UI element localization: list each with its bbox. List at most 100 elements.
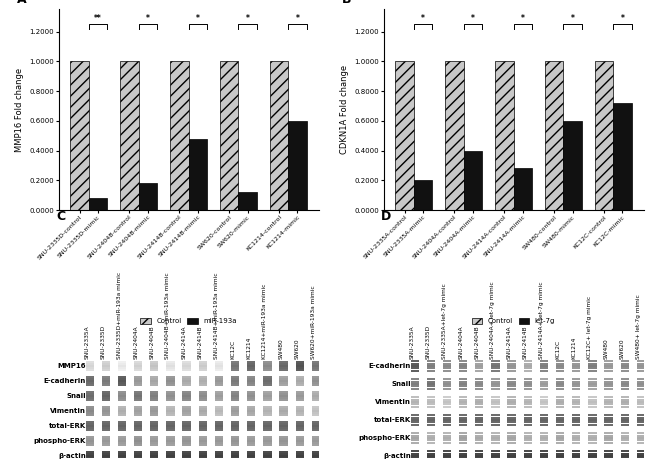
Bar	[524, 455, 532, 457]
Bar	[621, 388, 629, 389]
Bar	[263, 378, 272, 380]
Bar	[183, 442, 191, 444]
Bar	[101, 421, 110, 423]
Bar	[524, 450, 532, 452]
Bar	[247, 453, 255, 455]
Bar	[588, 378, 597, 380]
Bar	[524, 388, 532, 389]
Bar	[118, 410, 126, 412]
Text: *: *	[196, 14, 200, 24]
Bar	[459, 439, 467, 441]
Bar	[134, 410, 142, 412]
Bar	[621, 406, 629, 407]
Bar	[86, 414, 94, 416]
Bar	[491, 383, 500, 385]
Bar	[150, 438, 159, 440]
Bar	[150, 423, 159, 425]
Bar	[270, 61, 289, 210]
Bar	[150, 406, 159, 408]
Bar	[411, 435, 419, 437]
Bar	[280, 423, 288, 425]
Bar	[280, 376, 288, 378]
Bar	[247, 399, 255, 401]
Bar	[443, 383, 451, 385]
Bar	[150, 380, 159, 382]
Text: KC12C: KC12C	[555, 340, 560, 359]
Bar	[637, 457, 645, 459]
Bar	[134, 384, 142, 386]
Bar	[572, 435, 580, 437]
Bar	[426, 419, 435, 421]
Bar	[508, 417, 516, 419]
Bar	[312, 399, 320, 401]
Bar	[231, 410, 239, 412]
Bar	[134, 380, 142, 382]
Bar	[508, 414, 516, 416]
Bar	[312, 376, 320, 378]
Bar	[231, 380, 239, 382]
Bar	[199, 391, 207, 393]
Bar	[588, 363, 597, 364]
Bar	[604, 385, 613, 387]
Bar	[588, 435, 597, 437]
Bar	[556, 450, 564, 452]
Bar	[247, 397, 255, 399]
Bar	[524, 453, 532, 455]
Bar	[183, 393, 191, 395]
Bar	[508, 424, 516, 425]
Bar	[247, 406, 255, 408]
Bar	[524, 367, 532, 369]
Bar	[540, 369, 548, 372]
Bar	[280, 369, 288, 371]
Bar	[443, 437, 451, 439]
Bar	[134, 367, 142, 369]
Bar	[86, 399, 94, 401]
Bar	[604, 432, 613, 434]
Text: SNU-2335A: SNU-2335A	[84, 325, 90, 359]
Bar	[508, 369, 516, 372]
Bar	[101, 382, 110, 384]
Bar	[263, 399, 272, 401]
Bar	[183, 425, 191, 427]
Bar	[459, 378, 467, 380]
Bar	[312, 365, 320, 367]
Bar	[491, 403, 500, 405]
Bar	[475, 403, 484, 405]
Bar	[118, 406, 126, 408]
Bar	[545, 61, 564, 210]
Bar	[263, 395, 272, 397]
Bar	[166, 429, 175, 431]
Bar	[556, 414, 564, 416]
Bar	[426, 450, 435, 452]
Bar	[263, 367, 272, 369]
Bar	[150, 376, 159, 378]
Bar	[138, 183, 157, 210]
Bar	[231, 457, 239, 459]
Bar	[556, 365, 564, 367]
Bar	[280, 399, 288, 401]
Bar	[508, 421, 516, 423]
Bar	[150, 367, 159, 369]
Bar	[280, 367, 288, 369]
Bar	[443, 450, 451, 452]
Bar	[540, 414, 548, 416]
Bar	[296, 423, 304, 425]
Bar	[411, 406, 419, 407]
Bar	[426, 421, 435, 423]
Bar	[166, 361, 175, 363]
Bar	[443, 414, 451, 416]
Bar	[166, 376, 175, 378]
Bar	[86, 421, 94, 423]
Bar	[280, 436, 288, 438]
Bar	[166, 459, 175, 461]
Bar	[459, 363, 467, 364]
Text: SNU-2414A+ let-7g mimic: SNU-2414A+ let-7g mimic	[539, 282, 544, 359]
Bar	[86, 451, 94, 453]
Bar	[556, 424, 564, 425]
Bar	[572, 363, 580, 364]
Bar	[118, 438, 126, 440]
Bar	[231, 391, 239, 393]
Bar	[491, 396, 500, 398]
Bar	[280, 406, 288, 408]
Bar	[459, 450, 467, 452]
